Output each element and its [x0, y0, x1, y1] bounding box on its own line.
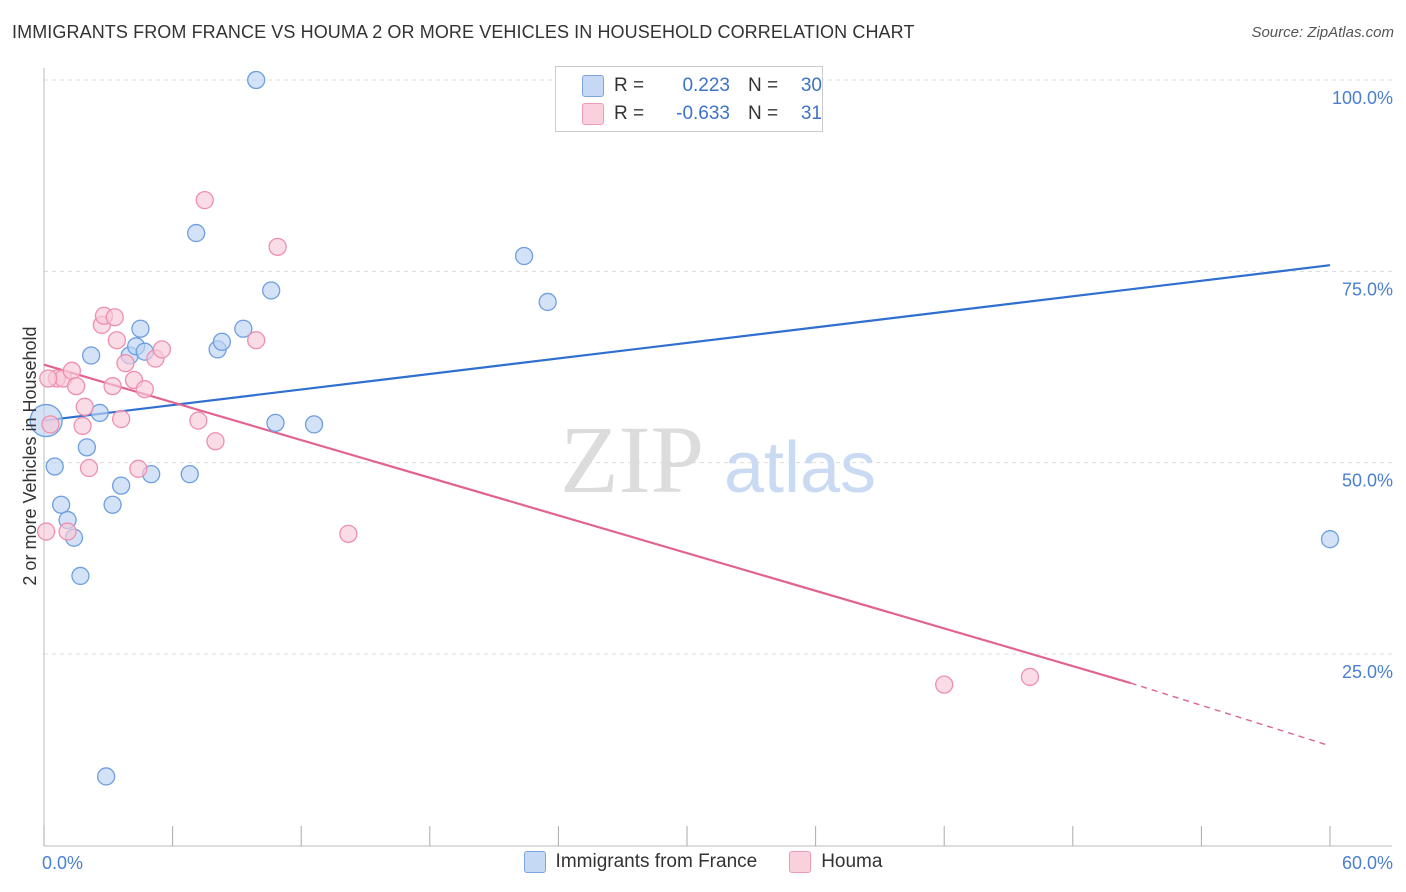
- houma-point: [58, 522, 77, 541]
- legend-swatch-france: [582, 75, 604, 97]
- france-point: [112, 476, 131, 495]
- legend-n-label: N =: [748, 103, 779, 124]
- houma-point: [67, 376, 86, 396]
- y-tick-label: 100.0%: [1332, 88, 1393, 108]
- france-point: [262, 281, 281, 300]
- trend-line-0: [43, 264, 1331, 422]
- legend-r-value: 0.223: [682, 75, 730, 96]
- france-point: [187, 223, 206, 243]
- x-tick-label: 60.0%: [1342, 853, 1393, 873]
- legend-r-value: -0.633: [676, 103, 730, 124]
- france-point: [103, 495, 122, 514]
- houma-point: [103, 376, 122, 396]
- legend-swatch-france: [523, 851, 546, 873]
- watermark-atlas: atlas: [724, 428, 876, 508]
- houma-point: [105, 308, 124, 327]
- axes: [43, 68, 1392, 847]
- houma-point: [935, 675, 954, 694]
- source-credit: Source: ZipAtlas.com: [1251, 24, 1394, 41]
- france-point: [514, 246, 534, 266]
- legend-item-france[interactable]: Immigrants from France: [523, 851, 758, 873]
- y-tick-label: 75.0%: [1342, 279, 1393, 299]
- houma-point: [247, 331, 266, 350]
- france-point: [82, 346, 101, 365]
- houma-point: [189, 411, 208, 430]
- france-point: [77, 438, 97, 457]
- houma-point: [75, 397, 94, 416]
- legend-item-houma[interactable]: Houma: [789, 851, 882, 873]
- correlation-legend: R = 0.223 N = 30 R = -0.633 N = 31: [555, 66, 823, 132]
- grid-lines: [44, 79, 1392, 655]
- y-axis-label: 2 or more Vehicles in Household: [20, 326, 40, 585]
- france-point: [51, 495, 71, 514]
- france-point: [97, 767, 116, 786]
- houma-point: [152, 340, 172, 359]
- data-points: [29, 70, 1340, 786]
- legend-swatch-houma: [789, 851, 812, 873]
- houma-point: [39, 369, 58, 388]
- france-point: [131, 319, 150, 338]
- france-point: [1320, 530, 1340, 549]
- france-point: [71, 566, 90, 586]
- france-point: [180, 464, 199, 484]
- y-tick-label: 25.0%: [1342, 662, 1393, 682]
- houma-point: [73, 416, 92, 436]
- france-point: [234, 319, 253, 338]
- chart-title: IMMIGRANTS FROM FRANCE VS HOUMA 2 OR MOR…: [12, 22, 915, 42]
- houma-point: [135, 380, 154, 399]
- trend-lines: [43, 264, 1331, 747]
- trend-line-dashed-1: [1130, 682, 1331, 747]
- houma-point: [62, 361, 82, 380]
- legend-label-france: Immigrants from France: [555, 851, 758, 872]
- legend-n-label: N =: [748, 75, 779, 96]
- legend-label-houma: Houma: [821, 851, 883, 872]
- houma-point: [107, 331, 127, 350]
- houma-point: [195, 191, 214, 210]
- france-point: [45, 457, 64, 476]
- watermark: ZIP atlas: [560, 406, 876, 513]
- houma-point: [339, 524, 358, 543]
- watermark-zip: ZIP: [560, 406, 704, 513]
- france-point: [247, 70, 266, 90]
- legend-row-houma: R = -0.633 N = 31: [556, 100, 822, 128]
- legend-n-value: 30: [800, 75, 822, 96]
- series-legend: Immigrants from France Houma: [0, 851, 1406, 873]
- trend-line-1: [43, 363, 1131, 685]
- houma-point: [206, 432, 225, 451]
- houma-point: [116, 354, 135, 373]
- legend-r-label: R =: [614, 103, 645, 124]
- france-point: [266, 413, 285, 433]
- france-point: [538, 292, 557, 312]
- houma-point: [79, 458, 99, 478]
- france-point: [212, 332, 232, 351]
- legend-row-france: R = 0.223 N = 30: [556, 72, 822, 100]
- x-tick-label: 0.0%: [42, 853, 83, 873]
- y-tick-label: 50.0%: [1342, 471, 1393, 491]
- houma-point: [129, 459, 148, 478]
- houma-point: [41, 415, 60, 434]
- legend-n-value: 31: [800, 103, 822, 124]
- houma-point: [268, 237, 287, 256]
- houma-point: [112, 409, 131, 429]
- tick-labels: 25.0% 50.0% 75.0% 100.0% 0.0% 60.0%: [42, 88, 1393, 873]
- france-point: [304, 415, 324, 434]
- legend-r-label: R =: [614, 75, 645, 96]
- houma-point: [1020, 667, 1040, 687]
- houma-point: [36, 522, 56, 541]
- legend-swatch-houma: [582, 103, 604, 125]
